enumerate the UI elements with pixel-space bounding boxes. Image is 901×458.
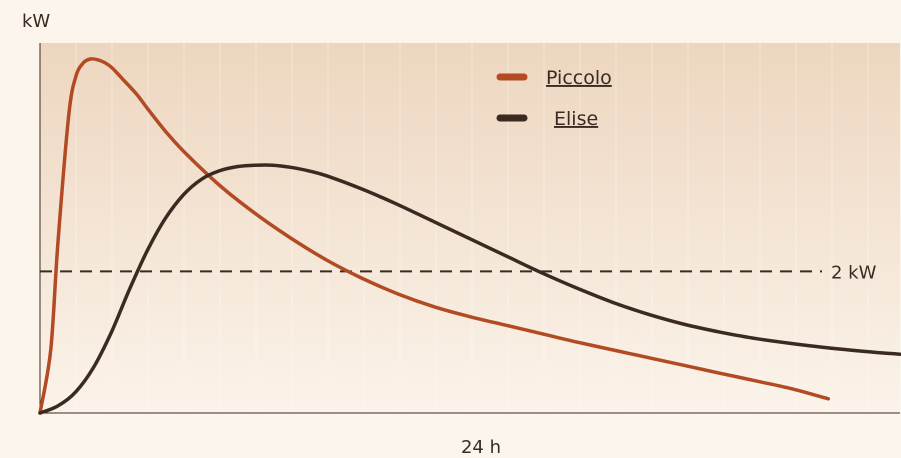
legend-label-elise: Elise (554, 108, 598, 130)
x-axis-label: 24 h (461, 437, 501, 458)
y-axis-label: kW (22, 11, 50, 32)
legend-label-piccolo: Piccolo (546, 67, 612, 89)
plot-background (40, 43, 900, 413)
series-line-piccolo (38, 57, 831, 415)
reference-line-label: 2 kW (831, 262, 877, 283)
series-line-elise (38, 163, 901, 415)
legend: Piccolo Elise (496, 67, 612, 130)
